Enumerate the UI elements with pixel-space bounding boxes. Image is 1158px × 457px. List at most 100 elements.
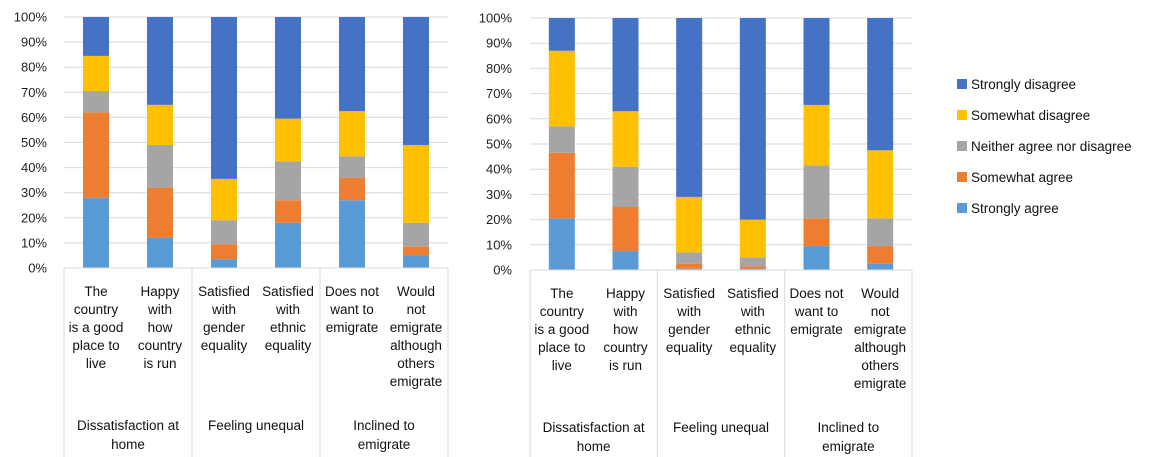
bar-segment [403, 246, 429, 256]
category-label: place to [538, 340, 585, 355]
bar-segment [676, 263, 703, 269]
bar-segment [339, 111, 365, 157]
bar-segment [548, 218, 575, 270]
bar-segment [676, 196, 703, 253]
legend-swatch [957, 172, 967, 182]
category-label: although [854, 340, 906, 355]
category-label: ethnic [270, 320, 306, 335]
category-label: live [86, 356, 106, 371]
category-label: Happy [140, 284, 179, 299]
category-label: not [871, 304, 890, 319]
category-label: not [407, 302, 426, 317]
legend-label: Strongly disagree [971, 77, 1076, 92]
bar-segment [739, 268, 766, 270]
category-label: live [552, 358, 572, 373]
bar-segment [403, 255, 429, 268]
group-label: Feeling unequal [208, 418, 304, 433]
bar-segment [739, 18, 766, 220]
bar-segment [147, 17, 173, 105]
category-label: is a good [69, 320, 124, 335]
category-label: country [74, 302, 119, 317]
y-tick-label: 100% [14, 10, 48, 25]
category-label: Satisfied [727, 286, 779, 301]
bar-segment [612, 166, 639, 207]
category-label: country [540, 304, 585, 319]
category-label: how [148, 320, 173, 335]
category-label: equality [201, 338, 248, 353]
group-label: home [577, 439, 611, 454]
category-label: want to [794, 304, 839, 319]
legend-label: Neither agree nor disagree [971, 139, 1132, 154]
bar-segment [339, 156, 365, 178]
category-label: country [138, 338, 183, 353]
category-label: is a good [534, 322, 589, 337]
legend-swatch [957, 141, 967, 151]
bar-segment [211, 178, 237, 221]
bar-segment [339, 177, 365, 201]
category-label: with [147, 302, 172, 317]
bar-segment [676, 252, 703, 264]
bar-segment [548, 152, 575, 219]
category-label: emigrate [854, 376, 907, 391]
legend-label: Strongly agree [971, 201, 1059, 216]
group-label: Feeling unequal [673, 420, 769, 435]
bar-segment [275, 222, 301, 268]
bar-segment [803, 165, 830, 219]
category-label: with [676, 304, 701, 319]
category-label: emigrate [790, 322, 843, 337]
bar-segment [211, 17, 237, 179]
category-label: is run [609, 358, 642, 373]
bar-segment [147, 104, 173, 146]
category-label: others [397, 356, 435, 371]
category-label: Satisfied [198, 284, 250, 299]
bar-segment [612, 251, 639, 270]
category-label: gender [203, 320, 246, 335]
category-label: Happy [606, 286, 645, 301]
y-tick-label: 50% [21, 135, 47, 150]
category-label: Does not [789, 286, 843, 301]
category-label: equality [265, 338, 312, 353]
bar-segment [739, 257, 766, 267]
bar-segment [548, 18, 575, 51]
group-label: Dissatisfaction at [77, 418, 179, 433]
y-tick-label: 0% [28, 261, 47, 276]
group-label: home [111, 437, 145, 452]
bar-segment [83, 91, 109, 113]
category-label: Would [861, 286, 899, 301]
y-tick-label: 20% [21, 210, 47, 225]
bar-segment [548, 126, 575, 153]
category-label: equality [666, 340, 713, 355]
bar-segment [211, 259, 237, 268]
bar-segment [339, 200, 365, 268]
category-label: country [603, 340, 648, 355]
bar-segment [147, 145, 173, 188]
category-label: gender [668, 322, 711, 337]
y-tick-label: 70% [21, 85, 47, 100]
bar-segment [83, 17, 109, 56]
legend-label: Somewhat agree [971, 170, 1073, 185]
bar-segment [739, 219, 766, 258]
y-tick-label: 90% [21, 35, 47, 50]
bar-segment [147, 237, 173, 268]
bar-segment [676, 18, 703, 197]
bar-segment [403, 145, 429, 223]
y-tick-label: 10% [21, 235, 47, 250]
bar-segment [147, 187, 173, 238]
bar-segment [403, 222, 429, 247]
category-label: Satisfied [663, 286, 715, 301]
category-label: place to [72, 338, 119, 353]
legend-swatch [957, 203, 967, 213]
legend-swatch [957, 79, 967, 89]
bar-segment [612, 111, 639, 167]
bar-segment [83, 112, 109, 198]
category-label: Would [397, 284, 435, 299]
bar-segment [867, 218, 894, 247]
bar-segment [867, 263, 894, 270]
y-tick-label: 0% [493, 263, 512, 278]
bar-segment [211, 244, 237, 260]
category-label: emigrate [390, 320, 443, 335]
bar-segment [612, 18, 639, 112]
bar-segment [211, 220, 237, 245]
bar-segment [867, 246, 894, 264]
